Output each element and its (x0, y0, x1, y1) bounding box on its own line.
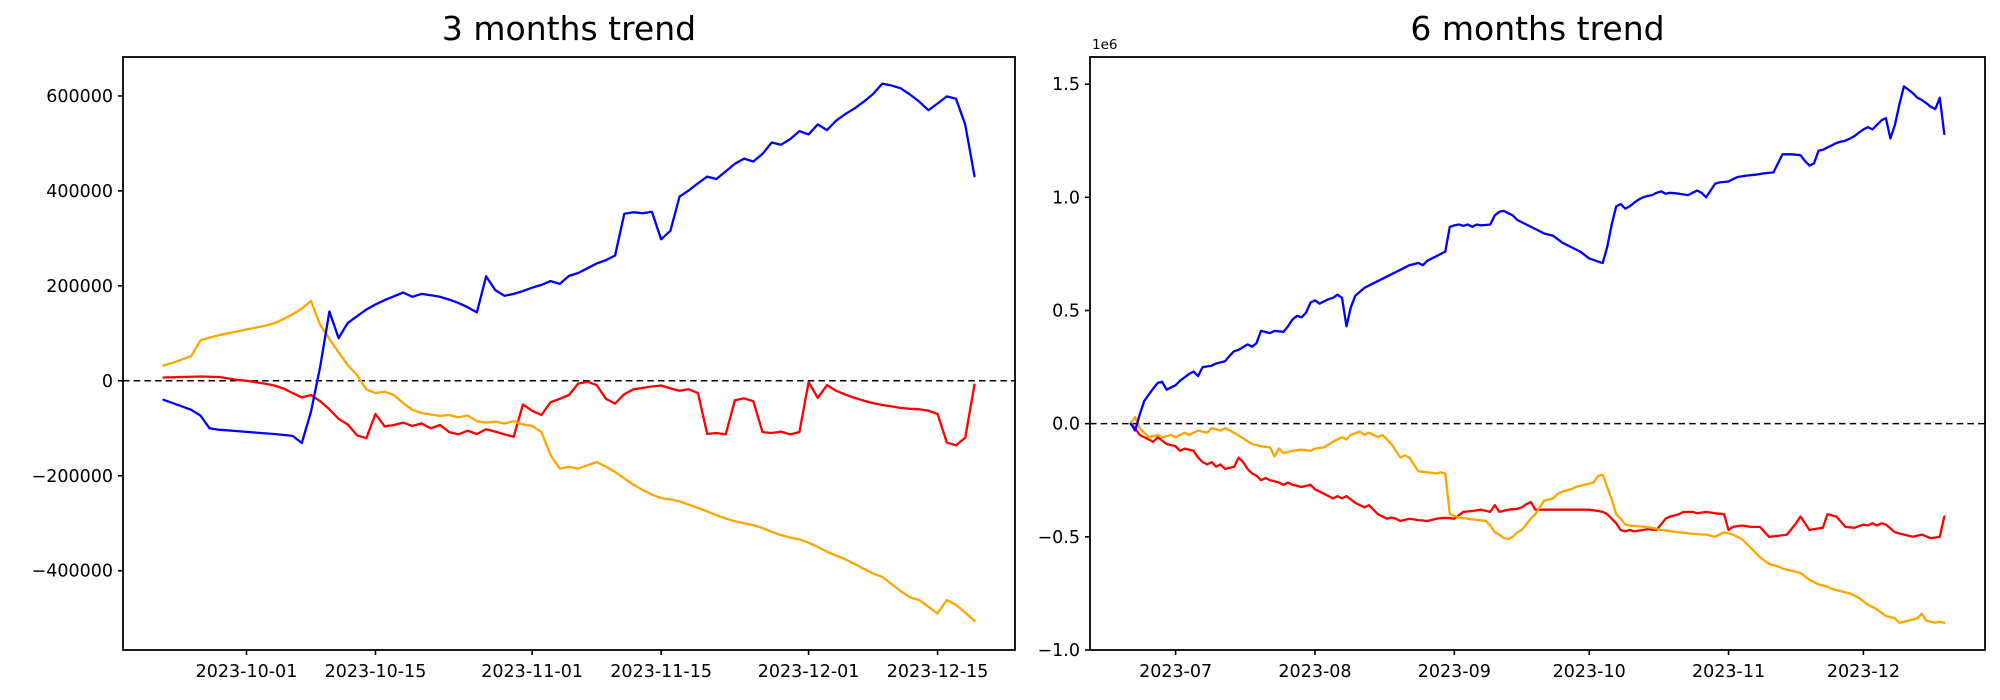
y-tick-label: −1.0 (1038, 641, 1081, 661)
axes-spines (1089, 56, 1986, 651)
y-tick-label: −400000 (32, 562, 113, 582)
chart-title: 6 months trend (1410, 9, 1664, 48)
orange-line (1129, 415, 1946, 624)
y-tick-label: 0 (102, 372, 113, 392)
y-tick-label: 0.0 (1052, 415, 1080, 435)
y-axis-offset-label: 1e6 (1092, 37, 1117, 53)
blue-line (1129, 85, 1946, 432)
red-line (162, 375, 976, 447)
x-tick-label: 2023-12 (1827, 662, 1900, 682)
y-tick-label: 1.5 (1052, 75, 1080, 95)
y-tick-label: 0.5 (1052, 301, 1080, 321)
x-tick-label: 2023-12-15 (887, 662, 989, 682)
x-tick-label: 2023-10 (1553, 662, 1626, 682)
y-tick-label: −0.5 (1038, 528, 1081, 548)
x-tick-label: 2023-11-01 (481, 662, 583, 682)
red-line (1129, 422, 1946, 540)
x-tick-label: 2023-12-01 (758, 662, 860, 682)
x-tick-label: 2023-11-15 (610, 662, 712, 682)
y-tick-label: 600000 (46, 87, 113, 107)
y-tick-label: 400000 (46, 182, 113, 202)
x-tick-label: 2023-07 (1139, 662, 1212, 682)
x-tick-label: 2023-10-15 (325, 662, 427, 682)
y-tick-label: 200000 (46, 277, 113, 297)
x-tick-label: 2023-11 (1692, 662, 1765, 682)
x-tick-label: 2023-09 (1418, 662, 1491, 682)
y-tick-label: 1.0 (1052, 188, 1080, 208)
chart-title: 3 months trend (442, 9, 696, 48)
x-tick-label: 2023-10-01 (196, 662, 298, 682)
x-tick-label: 2023-08 (1278, 662, 1351, 682)
orange-line (162, 299, 976, 623)
blue-line (162, 82, 976, 445)
axes-spines (122, 56, 1016, 651)
y-tick-label: −200000 (32, 467, 113, 487)
